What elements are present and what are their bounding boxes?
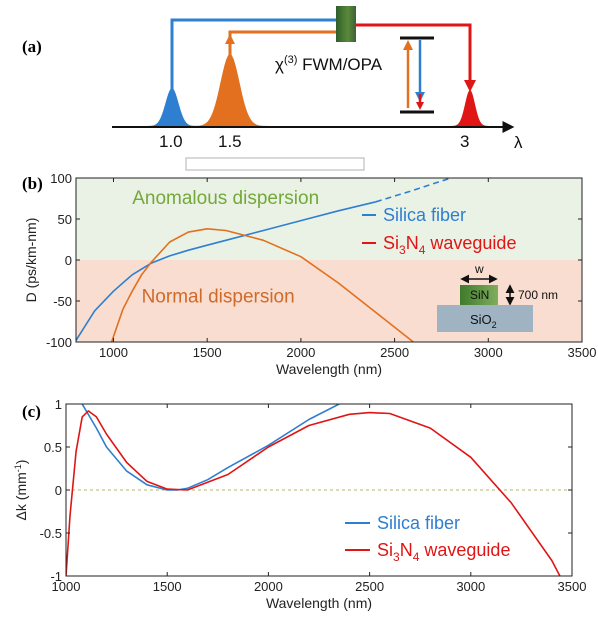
sio2-label: SiO2 bbox=[470, 312, 497, 330]
waveguide-inset: w SiN 700 nm SiO2 bbox=[437, 262, 558, 332]
normal-label: Normal dispersion bbox=[142, 287, 295, 308]
height-label: 700 nm bbox=[518, 288, 558, 302]
series-line-silica-fiber bbox=[76, 201, 377, 341]
legend-b-silica-label: Silica fiber bbox=[383, 205, 466, 225]
y-tick-label: 0.5 bbox=[44, 440, 62, 455]
x-tick-label: 1500 bbox=[153, 579, 182, 594]
x-tick-label: 3000 bbox=[456, 579, 485, 594]
peak-label-1-0: 1.0 bbox=[159, 132, 183, 151]
series-extrapolation-silica-fiber bbox=[375, 178, 452, 203]
series-line-si3n4-waveguide bbox=[66, 410, 561, 576]
series-line-si3n4-waveguide bbox=[110, 228, 414, 342]
idler-arrowhead bbox=[416, 102, 424, 110]
legend-c-silica-label: Silica fiber bbox=[377, 513, 460, 533]
red-beam-path bbox=[355, 23, 472, 84]
legend-c-si3n4-label: Si3N4 waveguide bbox=[377, 540, 510, 564]
x-tick-label: 3000 bbox=[474, 345, 503, 360]
x-tick-label: 2000 bbox=[254, 579, 283, 594]
panel-a-label: (a) bbox=[22, 37, 42, 56]
panel-c-label: (c) bbox=[22, 402, 41, 421]
anomalous-label: Anomalous dispersion bbox=[132, 188, 319, 209]
plot-c-ylabel: Δk (mm-1) bbox=[13, 460, 29, 521]
panel-b: (b) 1000 1500 2000 2500 3000 3500 100 50 0 -50 -10… bbox=[22, 171, 596, 377]
nonlinear-medium-block bbox=[336, 6, 356, 42]
x-tick-label: 2000 bbox=[286, 345, 315, 360]
y-tick-label: 0 bbox=[65, 253, 72, 268]
peak-label-1-5: 1.5 bbox=[218, 132, 242, 151]
red-beam-arrowhead bbox=[464, 80, 476, 92]
y-tick-label: 0 bbox=[55, 483, 62, 498]
y-tick-label: -0.5 bbox=[40, 526, 62, 541]
blank-box bbox=[185, 157, 365, 171]
peak-3 bbox=[450, 90, 490, 126]
anomalous-region bbox=[76, 178, 582, 260]
x-tick-label: 2500 bbox=[380, 345, 409, 360]
plot-b-curves bbox=[76, 178, 452, 342]
plot-b-ticks: 1000 1500 2000 2500 3000 3500 100 50 0 -50 -100 bbox=[46, 171, 596, 360]
peak-1-0 bbox=[146, 88, 198, 126]
sin-label: SiN bbox=[470, 288, 489, 302]
blue-beam-path bbox=[170, 18, 337, 90]
x-tick-label: 1000 bbox=[52, 579, 81, 594]
x-tick-label: 1500 bbox=[193, 345, 222, 360]
y-tick-label: 50 bbox=[58, 212, 72, 227]
x-tick-label: 1000 bbox=[99, 345, 128, 360]
plot-c-ticks: 1000 1500 2000 2500 3000 3500 1 0.5 0 -0.5 -1 bbox=[40, 397, 587, 594]
y-tick-label: -100 bbox=[46, 335, 72, 350]
y-tick-label: -50 bbox=[53, 294, 72, 309]
lambda-symbol: λ bbox=[514, 133, 523, 152]
x-tick-label: 2500 bbox=[355, 579, 384, 594]
sin-core bbox=[460, 285, 498, 305]
orange-beam-path bbox=[228, 30, 337, 58]
peak-1-5 bbox=[192, 54, 268, 126]
x-tick-label: 3500 bbox=[568, 345, 597, 360]
plot-c-curves bbox=[66, 404, 572, 576]
plot-b-ylabel: D (ps/km-nm) bbox=[23, 218, 39, 303]
width-label: w bbox=[474, 262, 484, 276]
orange-beam-arrowhead bbox=[225, 34, 235, 44]
plot-b-xlabel: Wavelength (nm) bbox=[276, 361, 382, 377]
peak-label-3: 3 bbox=[460, 132, 469, 151]
panel-a: (a) λ 1.0 1.5 3 χ(3) FWM/OPA bbox=[22, 6, 523, 152]
y-tick-label: 1 bbox=[55, 397, 62, 412]
pump-arrowhead bbox=[403, 40, 413, 50]
y-tick-label: 100 bbox=[50, 171, 72, 186]
y-tick-label: -1 bbox=[50, 569, 62, 584]
panel-c: (c) 1000 1500 2000 2500 3000 350010.50-0.5-1 … bbox=[13, 397, 586, 611]
process-label: χ(3) FWM/OPA bbox=[275, 54, 383, 74]
plot-c-xlabel: Wavelength (nm) bbox=[266, 595, 372, 611]
panel-b-label: (b) bbox=[22, 174, 43, 193]
sio2-substrate bbox=[437, 305, 533, 332]
legend-b-si3n4-label: Si3N4 waveguide bbox=[383, 233, 516, 257]
series-line-silica-fiber bbox=[81, 404, 340, 491]
x-tick-label: 3500 bbox=[558, 579, 587, 594]
